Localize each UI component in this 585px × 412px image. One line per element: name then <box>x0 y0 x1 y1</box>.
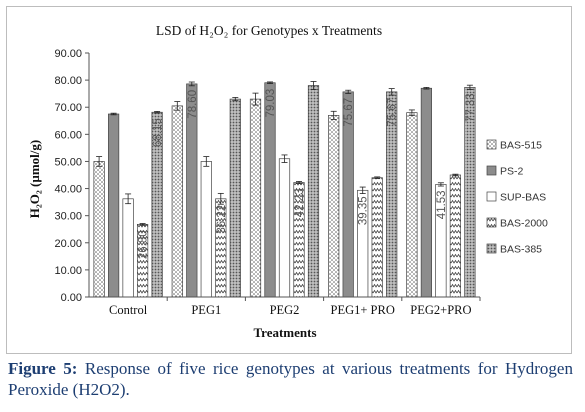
legend-label: SUP-BAS <box>500 192 546 204</box>
bar-bas-515-1 <box>171 105 183 298</box>
bar-bas-385-2 <box>307 85 320 298</box>
y-axis-title: H₂O₂ (µmol/g) <box>27 140 42 218</box>
x-tick-label: PEG2 <box>270 303 300 317</box>
y-axis-ticks: 0.00 10.00 20.00 30.00 40.00 50.00 60.00 70.00 8… <box>54 48 89 304</box>
data-label: 68.15 <box>152 118 164 147</box>
legend-label: BAS-515 <box>500 140 542 152</box>
bar-bas-2000-4 <box>449 174 461 298</box>
x-axis-categories: Control PEG1 PEG2 PEG1+ PRO PEG2+PRO <box>109 297 481 317</box>
bar-bas-515-3 <box>328 115 340 298</box>
data-label: 75.67 <box>343 98 355 127</box>
legend-swatch <box>486 217 497 228</box>
legend-swatch <box>486 165 497 176</box>
chart-frame: LSD of H₂O₂ for Genotypes x Treatments H… <box>6 6 572 354</box>
y-tick-label: 30.00 <box>54 211 82 223</box>
bar-sup-bas-2 <box>278 158 291 298</box>
y-tick-label: 60.00 <box>54 129 82 141</box>
bar-chart: LSD of H₂O₂ for Genotypes x Treatments H… <box>27 23 548 340</box>
data-label: 39.35 <box>358 196 370 225</box>
legend-label: BAS-385 <box>500 244 542 256</box>
y-tick-label: 20.00 <box>54 238 82 250</box>
x-tick-label: PEG1+ PRO <box>331 303 395 317</box>
legend-swatch <box>486 243 497 254</box>
data-label: 79.03 <box>265 89 277 118</box>
chart-title: LSD of H₂O₂ for Genotypes x Treatments <box>156 23 382 38</box>
data-label: 36.22 <box>216 205 228 234</box>
legend-swatch <box>486 191 497 202</box>
bar-bas-515-2 <box>249 98 262 298</box>
bar-ps-2-0 <box>107 113 120 298</box>
legend-swatch <box>486 139 497 150</box>
caption-text: Response of five rice genotypes at vario… <box>8 359 573 399</box>
bar-bas-385-1 <box>229 98 241 298</box>
legend-label: PS-2 <box>500 166 524 178</box>
figure-caption: Figure 5: Response of five rice genotype… <box>8 358 573 400</box>
y-tick-label: 70.00 <box>54 102 82 114</box>
data-label: 41.53 <box>436 190 448 219</box>
caption-label: Figure 5: <box>8 359 78 378</box>
data-label: 42.23 <box>294 189 306 218</box>
data-labels-group: 26.80 68.15 78.60 36.22 79.03 42.23 75.67 39.35… <box>138 89 477 259</box>
bar-sup-bas-1 <box>200 161 212 298</box>
x-tick-label: PEG2+PRO <box>410 303 471 317</box>
y-tick-label: 80.00 <box>54 75 82 87</box>
data-label: 77.33 <box>465 93 477 122</box>
data-label: 26.80 <box>138 230 150 259</box>
y-tick-label: 50.00 <box>54 156 82 168</box>
data-label: 75.67 <box>387 98 399 127</box>
data-label: 78.60 <box>187 90 199 119</box>
y-tick-label: 0.00 <box>61 292 82 304</box>
bars-group <box>93 82 476 298</box>
y-tick-label: 10.00 <box>54 265 82 277</box>
legend: BAS-515 PS-2 SUP-BAS BAS-2000 BAS-385 <box>486 139 548 256</box>
bar-bas-2000-3 <box>371 177 383 298</box>
y-tick-label: 40.00 <box>54 184 82 196</box>
legend-label: BAS-2000 <box>500 218 548 230</box>
error-bars-group <box>96 81 473 226</box>
x-axis-title: Treatments <box>253 325 316 340</box>
y-tick-label: 90.00 <box>54 48 82 60</box>
bar-sup-bas-0 <box>122 198 134 298</box>
x-tick-label: PEG1 <box>191 303 221 317</box>
bar-bas-515-4 <box>406 112 418 298</box>
bar-bas-515-0 <box>93 161 105 298</box>
x-tick-label: Control <box>109 303 148 317</box>
bar-ps-2-4 <box>420 87 432 298</box>
